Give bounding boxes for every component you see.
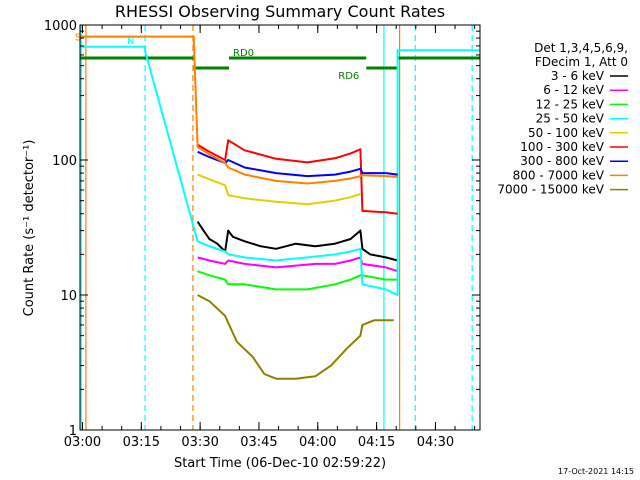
- axes: 03:00 03:15 03:30 03:45 04:00 04:15 04:30 1 10 10…: [44, 19, 480, 450]
- y-tick-label: 100: [52, 154, 77, 169]
- y-axis-label: Count Rate (s⁻¹ detector⁻¹): [22, 140, 37, 317]
- footer-timestamp: 17-Oct-2021 14:15: [558, 467, 634, 476]
- y-tick-label: 10: [60, 289, 77, 304]
- y-tick-label: 1000: [44, 19, 77, 34]
- legend-entry: 50 - 100 keV: [528, 126, 605, 140]
- state-bar-label: RD0: [233, 48, 254, 59]
- series-line-4: [80, 45, 480, 296]
- x-axis-label: Start Time (06-Dec-10 02:59:22): [174, 456, 386, 471]
- legend-entry: 300 - 800 keV: [520, 154, 604, 168]
- legend-header: FDecim 1, Att 0: [535, 55, 628, 69]
- x-tick-label: 03:45: [240, 435, 277, 450]
- x-tick-label: 04:00: [299, 435, 336, 450]
- plot-frame: [79, 24, 481, 431]
- legend-entry: 800 - 7000 keV: [513, 168, 605, 182]
- x-tick-label: 03:00: [64, 435, 101, 450]
- x-tick-label: 03:15: [123, 435, 160, 450]
- plot-area: RD0 RD6 N S: [75, 25, 480, 430]
- series-line-6: [197, 139, 398, 215]
- series-line-2: [197, 256, 398, 273]
- series-line-9: [197, 294, 394, 380]
- legend: Det 1,3,4,5,6,9,FDecim 1, Att 03 - 6 keV…: [497, 41, 628, 197]
- legend-entry: 12 - 25 keV: [536, 97, 605, 111]
- x-tick-label: 03:30: [181, 435, 218, 450]
- y-tick-label: 1: [69, 424, 77, 439]
- x-tick-label: 04:30: [417, 435, 454, 450]
- legend-entry: 25 - 50 keV: [536, 112, 605, 126]
- legend-entry: 3 - 6 keV: [551, 69, 605, 83]
- state-flag-label: S: [75, 33, 81, 44]
- series-line-8: [80, 35, 398, 185]
- legend-entry: 100 - 300 keV: [520, 140, 604, 154]
- legend-entry: 7000 - 15000 keV: [497, 183, 604, 197]
- legend-header: Det 1,3,4,5,6,9,: [534, 41, 628, 55]
- state-bar-label: RD6: [338, 71, 359, 82]
- chart-title: RHESSI Observing Summary Count Rates: [115, 2, 445, 21]
- state-flag-label: N: [127, 36, 134, 47]
- series-line-1: [196, 221, 398, 262]
- series-line-5: [197, 173, 361, 206]
- x-tick-label: 04:15: [358, 435, 395, 450]
- legend-entry: 6 - 12 keV: [543, 83, 605, 97]
